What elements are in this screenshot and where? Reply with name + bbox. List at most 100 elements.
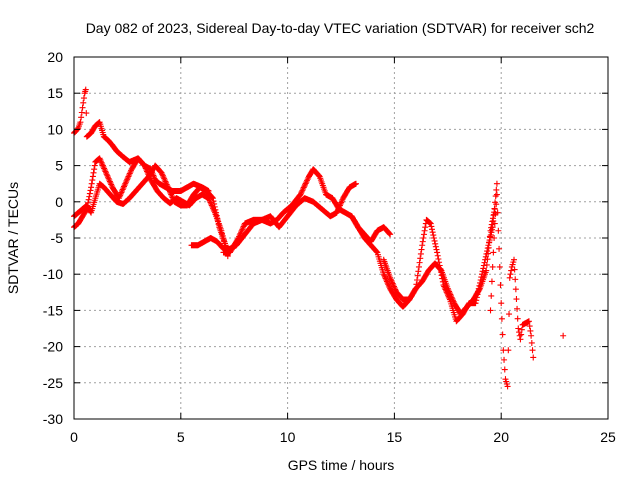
data-point: [387, 231, 394, 238]
data-point: [485, 244, 492, 251]
x-tick-label: 0: [70, 429, 78, 445]
y-tick-label: 15: [47, 85, 63, 101]
data-point: [488, 221, 495, 228]
data-point: [428, 223, 435, 230]
data-point: [240, 223, 247, 230]
data-point: [417, 255, 424, 262]
data-point: [489, 215, 496, 222]
data-point: [434, 249, 441, 256]
data-point: [100, 164, 107, 171]
data-point: [79, 104, 86, 111]
data-point: [211, 200, 218, 207]
data-point: [493, 201, 500, 208]
data-point: [98, 159, 105, 166]
data-point: [238, 227, 245, 234]
data-point: [493, 191, 500, 198]
data-point: [123, 177, 130, 184]
data-point: [99, 162, 106, 169]
series-track-c: [71, 162, 229, 249]
data-point: [422, 224, 429, 231]
data-point: [445, 287, 452, 294]
data-point: [168, 191, 175, 198]
data-point: [158, 169, 165, 176]
data-point: [517, 336, 524, 343]
data-point: [124, 174, 131, 181]
data-point: [301, 183, 308, 190]
data-point: [391, 284, 398, 291]
data-point: [382, 275, 389, 282]
data-point: [338, 198, 345, 205]
data-point: [414, 276, 421, 283]
x-tick-label: 5: [177, 429, 185, 445]
data-point: [235, 235, 242, 241]
data-point: [239, 224, 246, 231]
data-point: [213, 209, 220, 216]
data-point: [449, 295, 456, 302]
data-point: [513, 296, 520, 303]
x-tick-label: 25: [600, 429, 616, 445]
y-tick-label: 10: [47, 121, 63, 137]
data-point: [421, 227, 428, 234]
data-point: [91, 166, 98, 173]
data-point: [528, 332, 535, 339]
data-point: [431, 237, 438, 244]
data-point: [518, 326, 525, 333]
data-point: [78, 109, 85, 116]
data-point: [120, 185, 127, 192]
data-point: [166, 188, 173, 195]
data-point: [487, 227, 494, 234]
data-point: [119, 186, 126, 193]
data-point: [333, 209, 340, 216]
data-point: [298, 190, 305, 197]
data-point: [120, 183, 127, 190]
data-point: [82, 86, 89, 93]
data-point: [432, 240, 439, 247]
data-point: [169, 194, 176, 201]
data-point: [389, 279, 396, 286]
data-point: [476, 286, 483, 293]
y-tick-label: -5: [51, 230, 64, 246]
data-point: [161, 177, 168, 184]
data-points: [71, 86, 567, 390]
data-point: [304, 176, 311, 183]
data-point: [338, 199, 345, 206]
data-point: [417, 250, 424, 257]
data-point: [484, 256, 491, 263]
data-point: [207, 199, 214, 206]
data-point: [514, 315, 521, 322]
data-point: [237, 230, 244, 237]
data-point: [96, 155, 103, 162]
data-point: [428, 226, 435, 233]
data-point: [78, 114, 85, 121]
data-point: [86, 193, 93, 200]
data-point: [437, 266, 444, 273]
data-point: [511, 256, 518, 263]
data-point: [507, 271, 514, 278]
y-tick-label: 20: [47, 49, 63, 65]
data-point: [389, 280, 396, 287]
data-point: [163, 179, 170, 186]
data-point: [103, 169, 110, 176]
data-point: [104, 174, 111, 181]
data-point: [512, 276, 519, 283]
data-point: [501, 366, 508, 373]
data-point: [486, 233, 493, 240]
data-point: [80, 99, 87, 106]
data-point: [448, 292, 455, 299]
data-point: [117, 192, 124, 199]
data-point: [515, 325, 522, 332]
data-point: [91, 162, 98, 169]
y-tick-label: -30: [43, 411, 63, 427]
data-point: [159, 171, 166, 178]
data-point: [119, 187, 126, 194]
data-point: [208, 193, 215, 200]
data-point: [508, 267, 515, 274]
data-point: [498, 315, 505, 322]
data-point: [373, 248, 380, 255]
data-point: [143, 166, 150, 173]
data-point: [122, 180, 129, 187]
data-point: [415, 268, 422, 275]
data-point: [381, 272, 388, 279]
data-point: [504, 383, 511, 390]
data-point: [124, 176, 131, 183]
